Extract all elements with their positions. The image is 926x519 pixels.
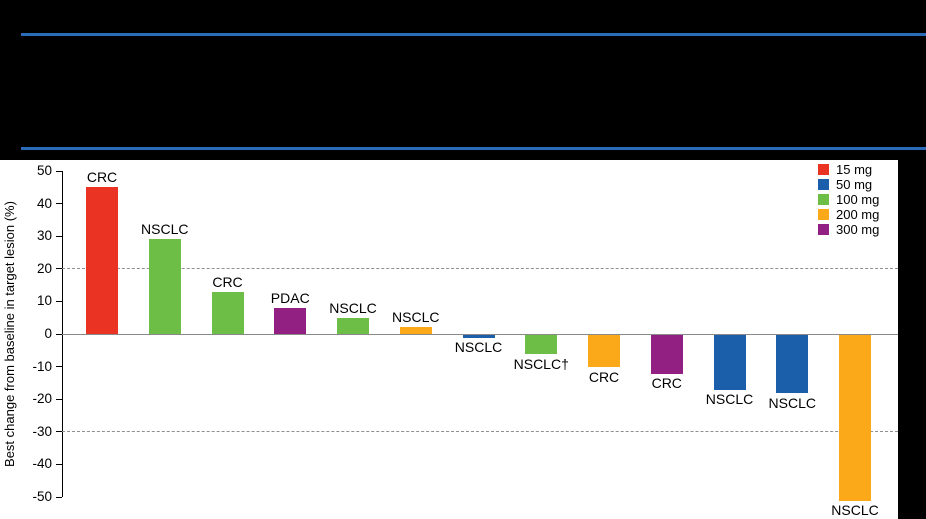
bar <box>86 187 118 334</box>
bar-label: CRC <box>588 368 620 385</box>
bar-label: NSCLC <box>329 299 377 316</box>
bar-label: CRC <box>212 273 243 290</box>
bar <box>462 334 495 338</box>
bar-label: NSCLC <box>141 221 189 238</box>
dashed-gridline <box>62 268 898 270</box>
y-tick <box>56 268 62 270</box>
bar <box>839 334 871 501</box>
legend-label: 100 mg <box>836 192 880 207</box>
bar-label: CRC <box>86 169 118 186</box>
y-tick-label: 40 <box>36 195 52 211</box>
y-tick <box>56 235 62 237</box>
bar <box>776 334 809 394</box>
y-tick-label: 30 <box>36 228 52 244</box>
y-tick-label: -20 <box>32 391 52 407</box>
bar <box>211 291 244 334</box>
legend-item: 100 mg <box>818 192 898 207</box>
plot-area: 50 40 30 20 10 0 -10 -20 -30 -40 -50 CRC NSCLC CRC PDA… <box>0 160 898 519</box>
header-divider-line <box>21 147 926 150</box>
bar-label: NSCLC <box>392 309 440 326</box>
bar <box>148 239 181 334</box>
waterfall-chart-panel: Best change from baseline in target lesi… <box>0 160 898 519</box>
legend-swatch <box>818 209 829 220</box>
bar <box>525 334 558 355</box>
legend-item: 15 mg <box>818 162 898 177</box>
legend-label: 300 mg <box>836 222 880 237</box>
bar-label: PDAC <box>270 289 310 306</box>
y-tick <box>56 431 62 433</box>
legend-item: 50 mg <box>818 177 898 192</box>
zero-baseline <box>62 333 898 335</box>
top-divider-line <box>21 33 926 36</box>
legend-swatch <box>818 179 829 190</box>
y-tick-label: 0 <box>44 326 52 341</box>
y-tick <box>56 398 62 400</box>
y-tick <box>56 496 62 498</box>
y-tick-label: -40 <box>32 456 52 472</box>
bar <box>713 334 746 390</box>
legend-item: 300 mg <box>818 222 898 237</box>
y-tick <box>56 300 62 302</box>
bar-label: NSCLC† <box>513 355 569 372</box>
legend-label: 15 mg <box>836 162 873 177</box>
bar-label: NSCLC <box>454 339 503 356</box>
bar-label: NSCLC <box>831 502 879 519</box>
y-tick-label: 20 <box>36 260 52 276</box>
bar <box>650 334 683 374</box>
bar <box>399 327 432 334</box>
legend-label: 50 mg <box>836 177 873 192</box>
bar-label: NSCLC <box>768 394 816 411</box>
bar-label: CRC <box>651 375 682 392</box>
y-tick <box>56 203 62 205</box>
legend-swatch <box>818 194 829 205</box>
bar-label: NSCLC <box>705 391 754 408</box>
legend-label: 200 mg <box>836 207 880 222</box>
legend-swatch <box>818 164 829 175</box>
y-tick <box>56 463 62 465</box>
y-tick-label: -10 <box>32 358 52 374</box>
y-tick-label: 10 <box>36 293 52 309</box>
legend-item: 200 mg <box>818 207 898 222</box>
y-tick-label: -30 <box>32 423 52 439</box>
bar <box>337 317 369 334</box>
y-tick-label: 50 <box>36 163 52 178</box>
y-tick-label: -50 <box>32 489 52 504</box>
dashed-gridline <box>62 431 898 433</box>
y-tick <box>56 170 62 172</box>
legend-swatch <box>818 224 829 235</box>
y-tick <box>56 333 62 335</box>
bar <box>274 307 307 334</box>
bar <box>588 334 620 368</box>
y-tick <box>56 366 62 368</box>
dose-legend: 15 mg 50 mg 100 mg 200 mg 300 mg <box>818 162 898 237</box>
